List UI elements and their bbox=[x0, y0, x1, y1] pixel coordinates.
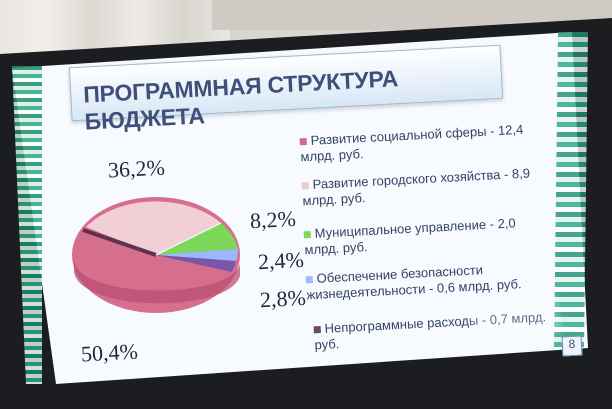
pie-nonprogram-slice bbox=[156, 255, 236, 272]
percentage-safety: 2,4% bbox=[257, 246, 305, 275]
pie-safety-slice bbox=[156, 249, 238, 261]
decorative-border-right bbox=[554, 32, 588, 348]
legend-bullet-municipal bbox=[303, 231, 311, 239]
percentage-nonprogram: 2,8% bbox=[259, 284, 307, 313]
pie-separator-light bbox=[155, 222, 222, 256]
legend-bullet-social bbox=[299, 138, 307, 146]
pie-depth bbox=[74, 260, 240, 304]
legend-bullet-nonprogram bbox=[313, 326, 321, 334]
pie-chart bbox=[72, 197, 240, 313]
percentage-social: 50,4% bbox=[80, 338, 139, 367]
pie-municipal-slice bbox=[156, 223, 238, 255]
legend-bullet-urban bbox=[301, 182, 309, 190]
pie-separator-dark bbox=[82, 228, 157, 257]
percentage-urban: 36,2% bbox=[107, 154, 166, 183]
percentage-municipal: 8,2% bbox=[249, 205, 297, 234]
legend-bullet-safety bbox=[305, 276, 313, 284]
page-number-box: 8 bbox=[561, 335, 583, 357]
page-number: 8 bbox=[568, 336, 576, 352]
pie-urban-slice bbox=[86, 201, 221, 255]
